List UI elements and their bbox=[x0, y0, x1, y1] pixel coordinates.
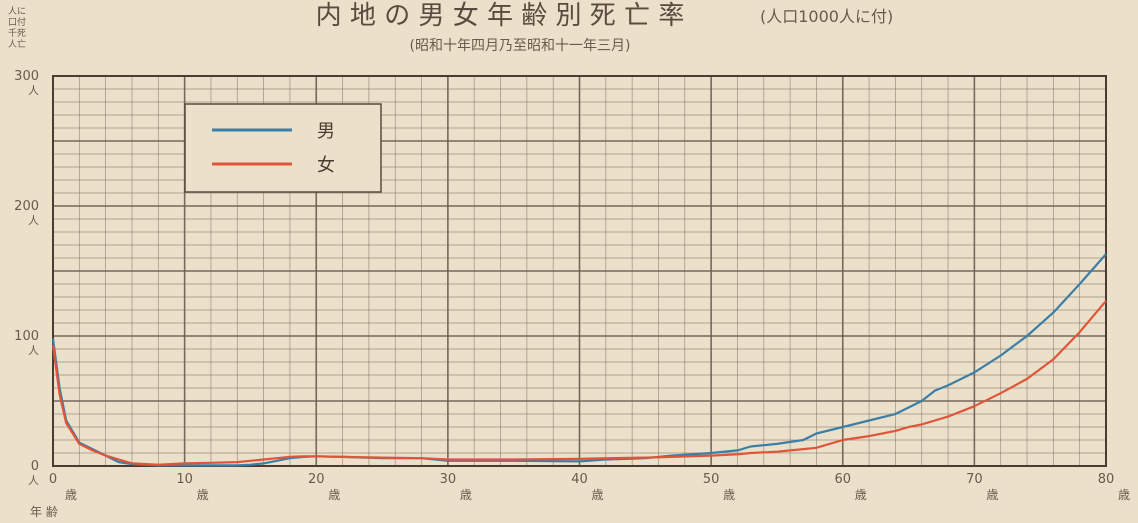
x-tick-label: 70 bbox=[966, 472, 983, 487]
x-tick-unit: 歳 bbox=[328, 488, 340, 502]
y-axis-note-line: 人亡 bbox=[8, 38, 26, 50]
y-axis-note-line: 人に bbox=[8, 6, 26, 17]
legend: 男 女 bbox=[184, 103, 382, 193]
plot-frame bbox=[52, 75, 1107, 467]
x-tick-unit: 歳 bbox=[986, 488, 998, 502]
y-tick-unit: 人 bbox=[28, 84, 39, 97]
x-tick-unit: 歳 bbox=[592, 488, 604, 502]
y-axis-note-line: 口付 bbox=[8, 17, 26, 28]
x-tick-label: 40 bbox=[571, 472, 588, 487]
x-tick-label: 50 bbox=[703, 472, 720, 487]
x-tick-label: 20 bbox=[308, 472, 325, 487]
chart-title-note: (人口1000人に付) bbox=[760, 7, 893, 26]
y-tick-unit: 人 bbox=[28, 214, 39, 227]
y-tick-label: 100 bbox=[14, 329, 39, 344]
x-tick-unit: 歳 bbox=[65, 488, 77, 502]
legend-box bbox=[184, 103, 382, 193]
x-axis-note: 年 齢 bbox=[30, 504, 58, 519]
y-tick-label: 0 bbox=[31, 459, 39, 474]
chart-title: 内 地 の 男 女 年 齢 別 死 亡 率 bbox=[316, 1, 685, 31]
chart-subtitle: (昭和十年四月乃至昭和十一年三月) bbox=[410, 38, 631, 54]
x-tick-label: 80 bbox=[1098, 472, 1115, 487]
x-tick-unit: 歳 bbox=[1118, 488, 1130, 502]
y-axis-note: 人に 口付 千死 人亡 bbox=[8, 6, 26, 50]
series-line-female bbox=[51, 300, 1107, 466]
legend-label-male: 男 bbox=[317, 121, 335, 142]
x-tick-label: 10 bbox=[176, 472, 193, 487]
legend-label-female: 女 bbox=[317, 155, 335, 176]
x-tick-label: 60 bbox=[834, 472, 851, 487]
y-tick-unit: 人 bbox=[28, 344, 39, 357]
series-layer bbox=[51, 253, 1107, 467]
x-tick-unit: 歳 bbox=[460, 488, 472, 502]
x-tick-label: 30 bbox=[440, 472, 457, 487]
y-tick-unit: 人 bbox=[28, 474, 39, 487]
x-tick-unit: 歳 bbox=[723, 488, 735, 502]
x-tick-label: 0 bbox=[49, 472, 57, 487]
plot-border bbox=[52, 75, 1107, 467]
x-tick-unit: 歳 bbox=[855, 488, 867, 502]
y-axis-note-line: 千死 bbox=[8, 28, 26, 39]
y-tick-label: 300 bbox=[14, 69, 39, 84]
x-tick-unit: 歳 bbox=[197, 488, 209, 502]
y-tick-label: 200 bbox=[14, 199, 39, 214]
